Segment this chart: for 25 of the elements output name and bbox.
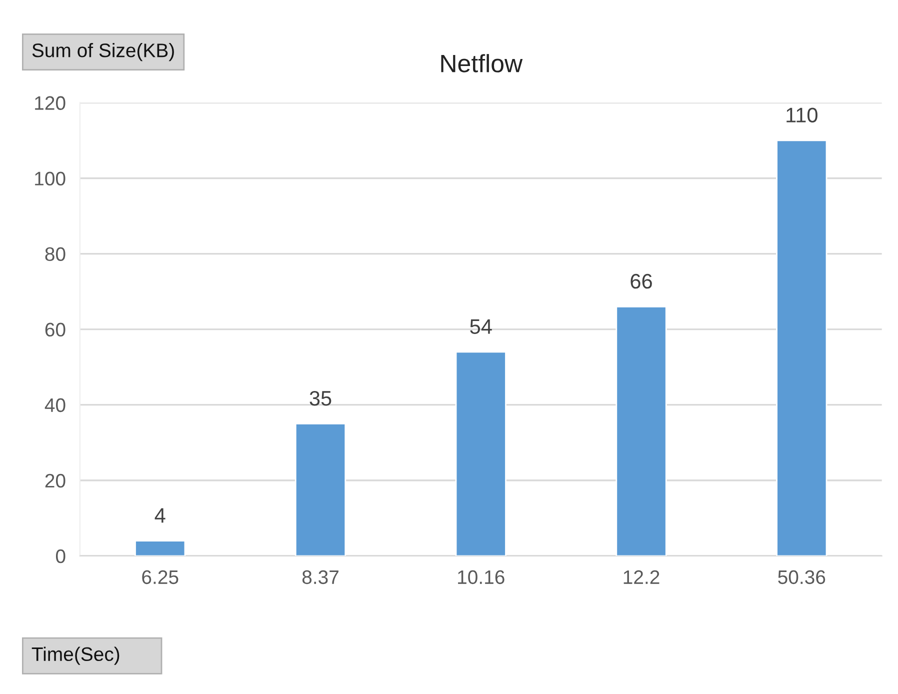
data-label: 66 — [630, 274, 652, 289]
data-label: 4 — [154, 508, 166, 523]
x-tick-label: 8.37 — [302, 570, 338, 584]
y-tick-label: 100 — [35, 172, 66, 186]
data-label: 110 — [786, 108, 818, 122]
y-tick-label: 20 — [45, 474, 66, 488]
data-label: 35 — [310, 390, 332, 406]
bar — [294, 423, 346, 556]
y-tick-label: 0 — [56, 549, 66, 564]
x-tick-label: 12.2 — [624, 570, 660, 584]
x-tick-label: 10.16 — [458, 570, 504, 584]
bar — [616, 306, 667, 556]
y-tick-label: 40 — [44, 398, 66, 412]
x-tick-label: 50.36 — [778, 570, 826, 584]
data-label: 54 — [470, 319, 492, 334]
bar — [134, 540, 186, 556]
x-axis-title: Time(Sec) — [32, 646, 120, 665]
y-tick-label: 120 — [35, 96, 66, 110]
y-tick-label: 60 — [45, 322, 66, 337]
chart-title: Netflow — [441, 54, 523, 72]
bar — [776, 140, 828, 556]
y-axis-title: Sum of Size(KB) — [32, 42, 174, 62]
bar — [455, 351, 506, 556]
y-tick-label: 80 — [45, 247, 66, 262]
x-tick-label: 6.25 — [142, 570, 178, 584]
